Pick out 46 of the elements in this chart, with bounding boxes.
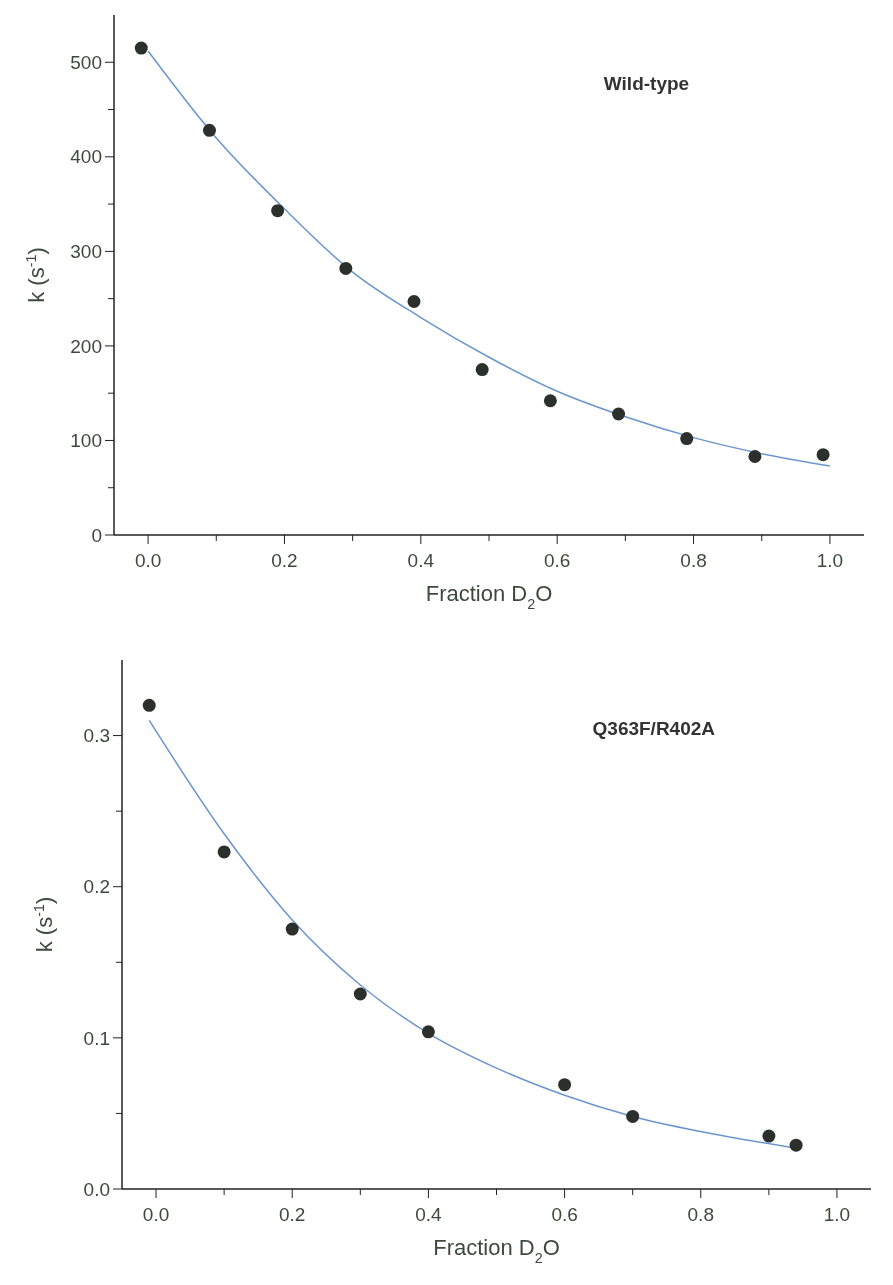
x-tick-label: 1.0 — [823, 1204, 851, 1225]
y-tick-label: 0.1 — [83, 1027, 110, 1049]
point — [612, 407, 626, 421]
y-tick-label: 0.2 — [83, 876, 110, 898]
x-tick-label: 0.0 — [134, 550, 162, 571]
x-tick-label: 0.6 — [543, 550, 571, 571]
y-tick-label: 400 — [70, 146, 102, 168]
x-tick-label: 0.2 — [271, 550, 298, 571]
point — [353, 987, 367, 1001]
y-tick-label: 0.3 — [83, 725, 110, 747]
annotation: Q363F/R402A — [592, 718, 716, 739]
x-tick-label: 0.4 — [415, 1204, 443, 1225]
x-tick-label: 0.8 — [687, 1204, 714, 1225]
point — [816, 448, 830, 462]
x-tick-label: 0.4 — [407, 550, 435, 571]
point — [789, 1138, 803, 1152]
x-tick-label: 0.2 — [279, 1204, 306, 1225]
y-tick-label: 0.0 — [83, 1178, 110, 1200]
x-tick-label: 1.0 — [816, 550, 844, 571]
point — [134, 41, 148, 55]
point — [271, 204, 285, 218]
x-tick-label: 0.8 — [680, 550, 707, 571]
point — [421, 1025, 435, 1039]
point — [558, 1078, 572, 1092]
y-tick-label: 100 — [70, 430, 102, 452]
y-tick-label: 0 — [91, 524, 102, 546]
y-tick-label: 300 — [70, 241, 102, 263]
point — [748, 450, 762, 464]
point — [339, 261, 353, 275]
x-tick-label: 0.0 — [142, 1204, 170, 1225]
x-axis-title: Fraction D$_{2}$O — [433, 1235, 560, 1266]
point — [217, 845, 231, 859]
point — [407, 294, 421, 308]
x-tick-label: 0.6 — [551, 1204, 578, 1225]
point — [202, 123, 216, 137]
point — [543, 394, 557, 408]
point — [142, 698, 156, 712]
y-tick-label: 500 — [70, 51, 102, 73]
annotation: Wild-type — [603, 73, 690, 94]
point — [680, 432, 694, 446]
x-axis-title: Fraction D$_{2}$O — [425, 581, 553, 612]
point — [626, 1109, 640, 1123]
point — [475, 363, 489, 377]
point — [285, 922, 299, 936]
y-tick-label: 200 — [70, 335, 102, 357]
point — [762, 1129, 776, 1143]
